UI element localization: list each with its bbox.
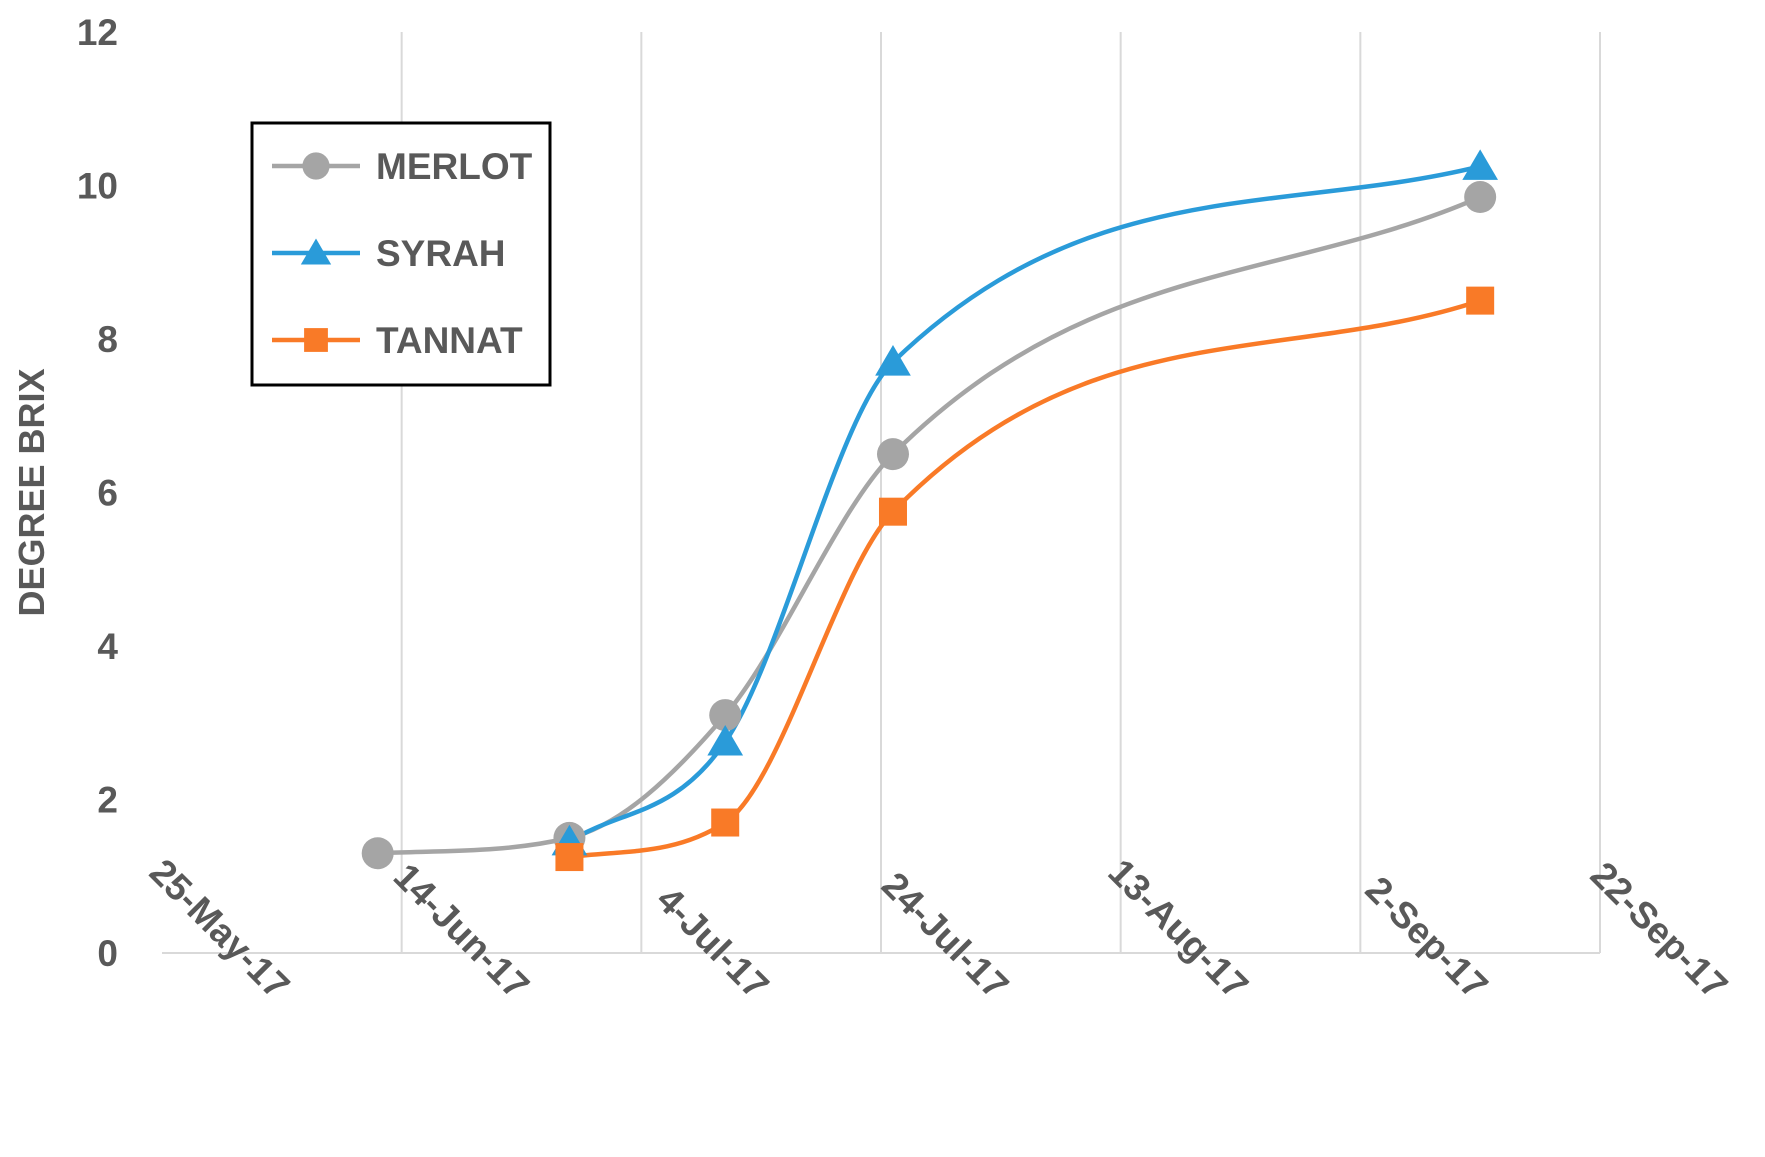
tannat-series-line (567, 298, 1483, 860)
series-markers (361, 149, 1499, 872)
y-tick-label: 6 (97, 473, 118, 514)
y-axis-title: DEGREE BRIX (11, 368, 52, 616)
x-tick-label: 2-Sep-17 (1358, 869, 1496, 1007)
merlot-data-point (1464, 181, 1497, 214)
x-tick-label: 14-Jun-17 (386, 856, 537, 1007)
y-tick-label: 4 (97, 626, 118, 667)
merlot-data-point (361, 837, 394, 870)
y-tick-label: 2 (97, 780, 118, 821)
legend-merlot-marker (302, 152, 330, 180)
y-tick-label: 10 (77, 166, 118, 207)
x-tick-label: 13-Aug-17 (1101, 851, 1256, 1006)
series-lines (375, 164, 1483, 860)
legend-syrah-marker (300, 238, 332, 265)
merlot-data-point (709, 699, 742, 732)
y-tick-label: 8 (97, 319, 118, 360)
tannat-data-point (1466, 286, 1495, 315)
x-tick-labels: 25-May-17 14-Jun-17 4-Jul-17 24-Jul-17 13-Au… (142, 851, 1736, 1007)
syrah-data-point (875, 345, 911, 376)
x-tick-label: 24-Jul-17 (874, 864, 1016, 1006)
merlot-series-line (375, 194, 1483, 856)
legend-syrah-label: SYRAH (376, 233, 506, 274)
syrah-series-line (567, 164, 1483, 844)
legend-merlot-label: MERLOT (376, 146, 533, 187)
y-tick-labels: 0 2 4 6 8 10 12 (77, 12, 119, 974)
tannat-data-point (878, 497, 907, 526)
merlot-data-point (876, 438, 909, 471)
x-tick-label: 4-Jul-17 (649, 879, 777, 1007)
x-tick-label: 25-May-17 (142, 851, 298, 1007)
y-tick-label: 12 (77, 12, 118, 53)
tannat-data-point (555, 843, 584, 872)
legend-tannat-label: TANNAT (376, 320, 523, 361)
y-tick-label: 0 (97, 933, 118, 974)
legend-tannat-marker (304, 328, 328, 352)
x-tick-label: 22-Sep-17 (1583, 854, 1736, 1007)
tannat-data-point (711, 808, 740, 837)
syrah-data-point (1462, 149, 1499, 180)
legend: MERLOT SYRAH TANNAT (250, 121, 552, 387)
gridlines (400, 32, 1601, 953)
syrah-data-point (707, 724, 744, 756)
